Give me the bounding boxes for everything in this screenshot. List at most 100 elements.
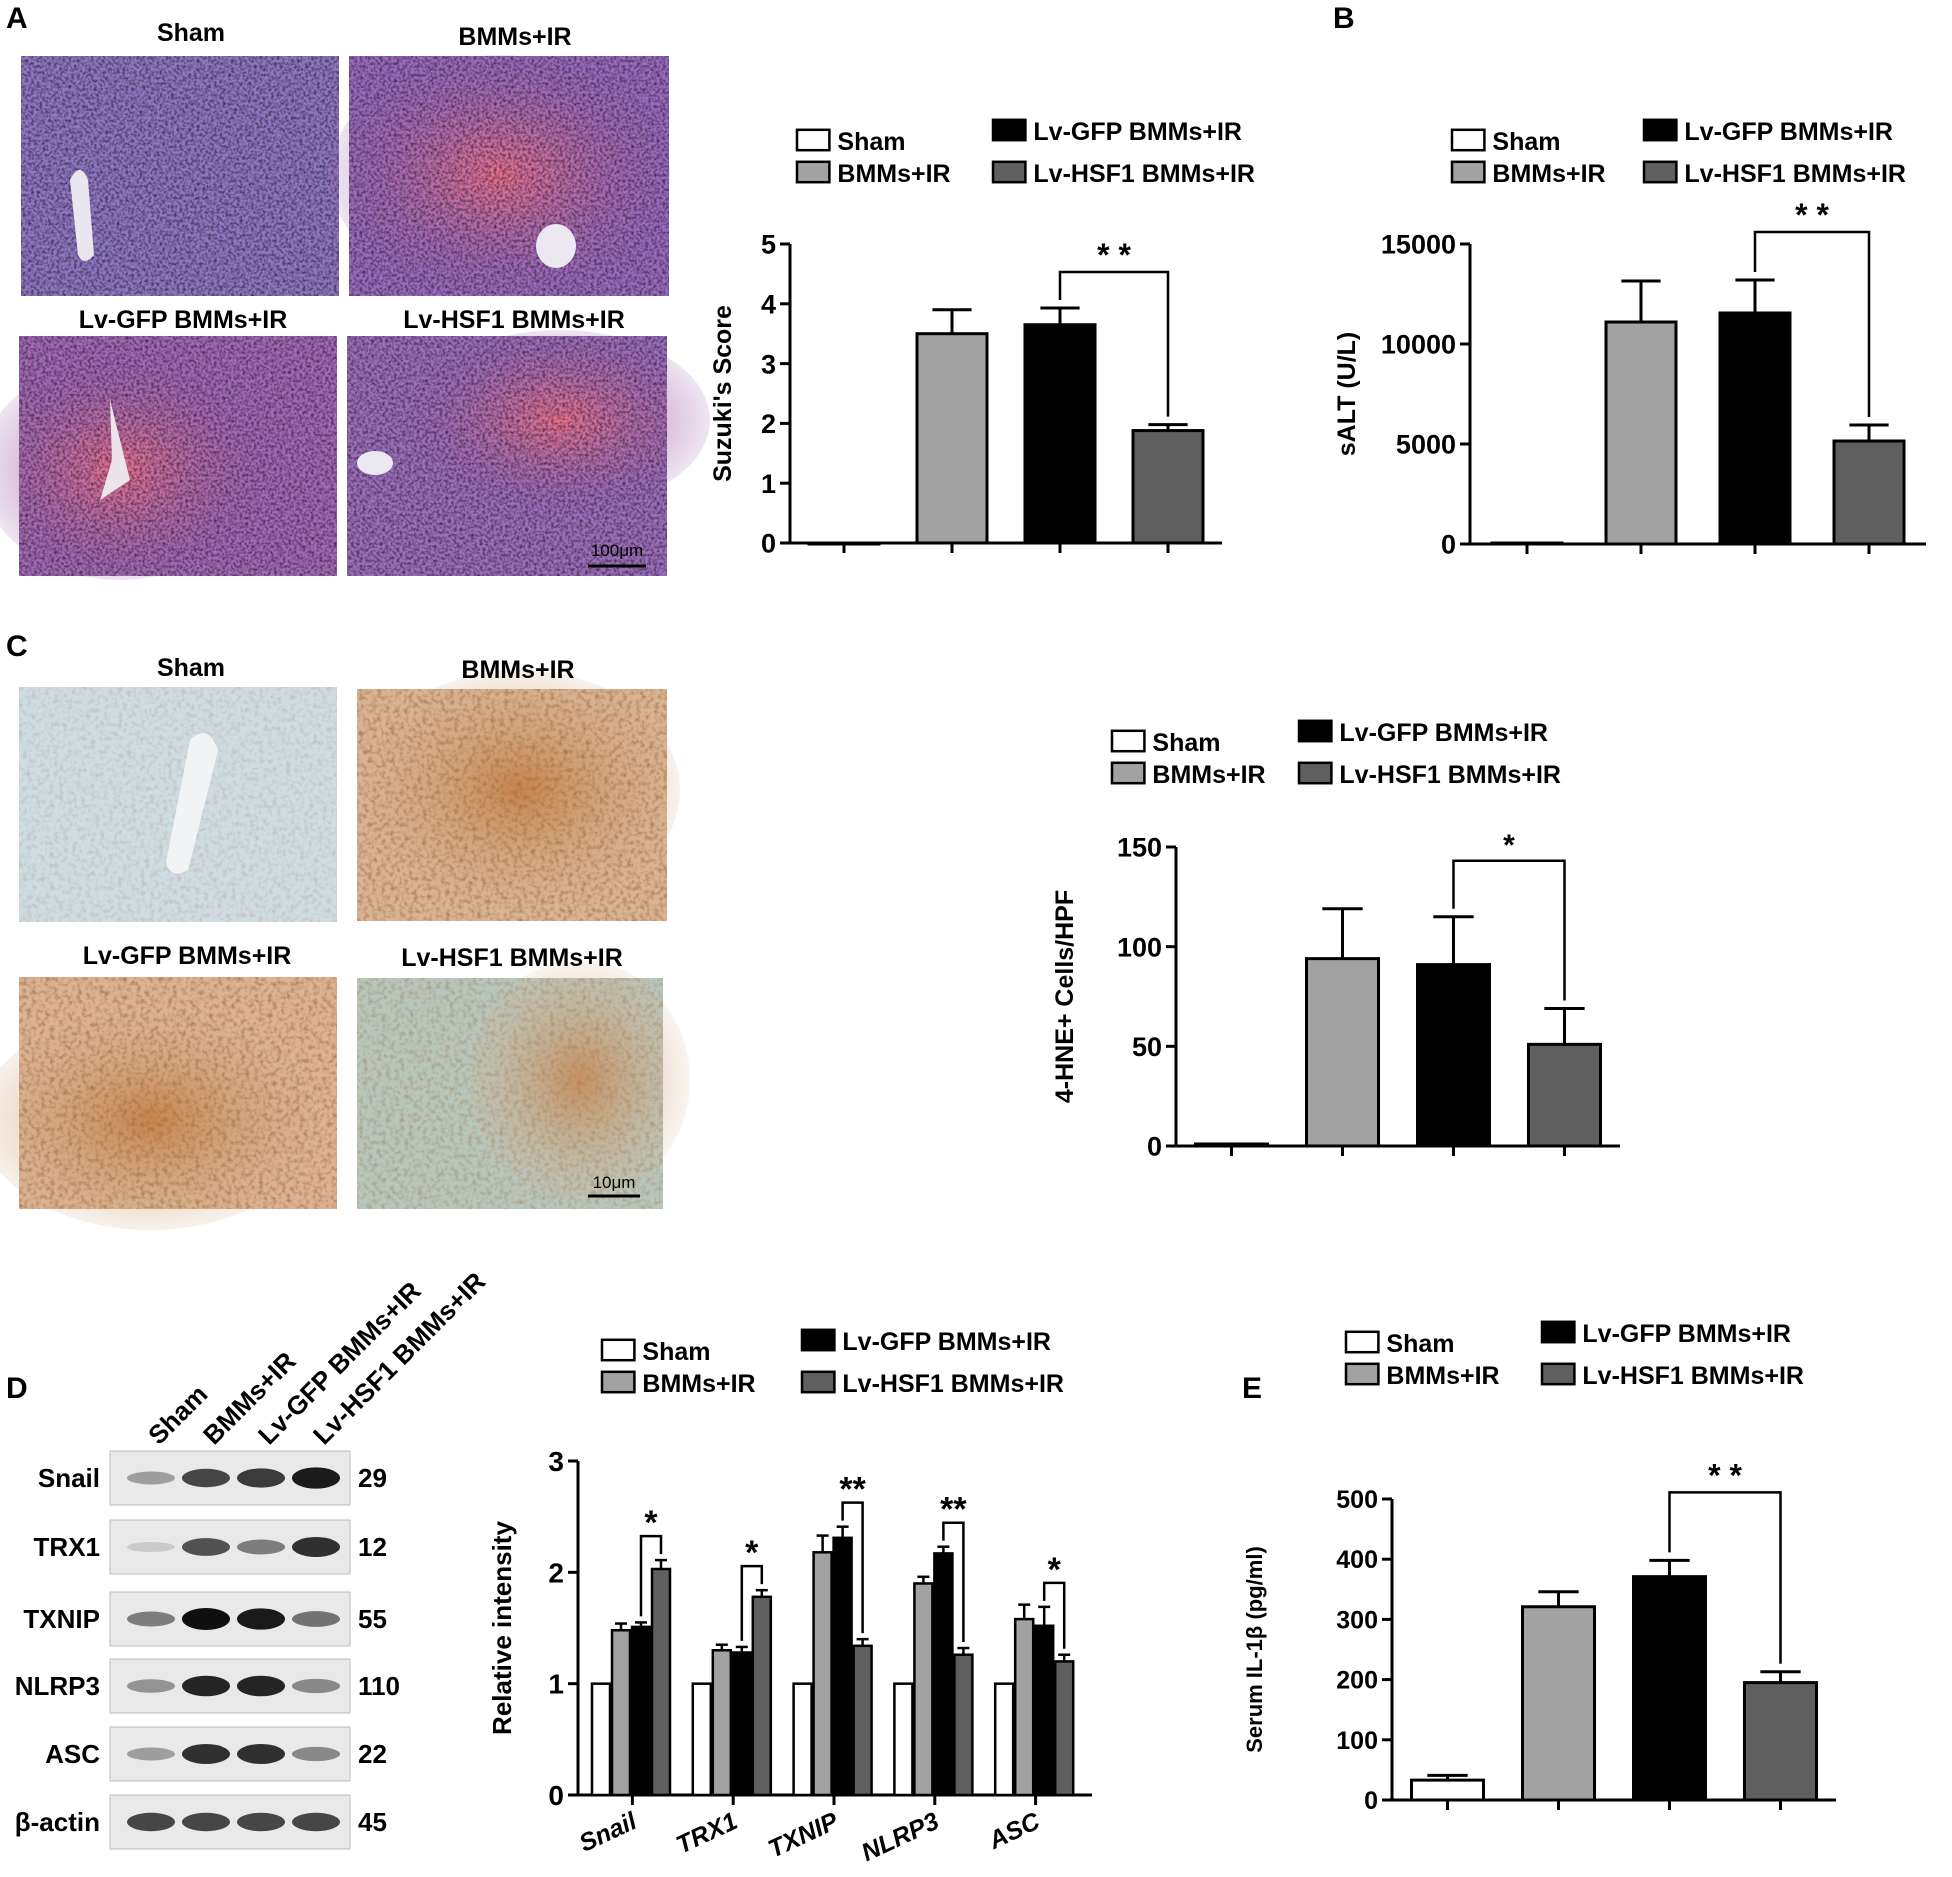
significance-label: * [1048,1551,1062,1589]
chart-serum-il1b: 0 100 200 300 400 500 Serum IL-1β (pg/ml) * * Sh… [1242,1320,1836,1815]
bar-lv-hsf1-bmms-ir [1131,429,1205,545]
bar-txnip-bmms-ir [812,1551,833,1797]
y-tick-label: 2 [548,1557,564,1588]
scale-bar-a-label: 100μm [591,541,643,560]
chart-4hne-cells: 0 50 100 150 4-HNE+ Cells/HPF * Sham BMMs+IR Lv-… [1051,719,1620,1162]
y-tick-label: 0 [1364,1787,1378,1815]
chart-salt: 0 5000 10000 15000 sALT (U/L) * * Sham BMMs+IR L… [1333,118,1926,560]
band-txnip-lane-1 [127,1611,175,1627]
y-tick-label: 150 [1117,833,1162,863]
bar-nlrp3-sham [893,1682,914,1797]
y-tick-label: 200 [1336,1667,1378,1695]
protein-label-trx1: TRX1 [34,1532,100,1562]
y-axis-label: sALT (U/L) [1333,332,1361,457]
y-tick-label: 5 [761,230,776,260]
band-snail-lane-1 [127,1471,175,1485]
band-snail-lane-3 [237,1468,285,1488]
band-txnip-lane-4 [292,1611,340,1627]
y-tick-label: 3 [548,1446,564,1477]
panel-c-images: 10μm Sham BMMs+IR Lv-GFP BMMs+IR Lv-HSF1… [0,654,690,1230]
band-snail-lane-4 [292,1467,340,1489]
bar-snail-bmms-ir [610,1628,632,1797]
panel-letter-b: B [1333,2,1355,35]
bar-txnip-lv-hsf1-bmms-ir [852,1644,873,1797]
micrograph-a-hsf1-texture [347,336,667,576]
micrograph-c-gfp-texture [19,977,337,1209]
significance-label: ** [940,1491,967,1529]
bar-asc-lv-gfp-bmms-ir [1033,1624,1055,1797]
band-txnip-lane-2 [182,1608,230,1630]
micrograph-c-hsf1-texture [357,978,663,1209]
band-asc-lane-1 [127,1747,175,1761]
y-tick-label: 1 [761,469,776,499]
legend-swatch-lv-hsf1-bmms-ir [1642,160,1678,184]
legend-label-lv-gfp-bmms-ir: Lv-GFP BMMs+IR [842,1328,1051,1356]
protein-label-snail: Snail [38,1463,100,1493]
x-tick-label: ASC [984,1807,1045,1856]
legend-label-lv-hsf1-bmms-ir: Lv-HSF1 BMMs+IR [1582,1362,1804,1390]
lane-label-sham: Sham [142,1379,213,1450]
significance-bracket [1753,230,1871,417]
kda-label-asc: 22 [358,1739,387,1769]
significance-label: * * [1795,197,1829,233]
legend-swatch-bmms-ir [1344,1362,1380,1386]
band-trx1-lane-1 [127,1541,175,1553]
legend-label-sham: Sham [1386,1330,1454,1358]
kda-label-actin: 45 [358,1807,387,1837]
legend-swatch-sham [1450,128,1486,152]
legend-label-lv-hsf1-bmms-ir: Lv-HSF1 BMMs+IR [842,1370,1064,1398]
significance-label: ** [839,1471,866,1509]
kda-label-snail: 29 [358,1463,387,1493]
y-tick-label: 0 [1441,530,1456,560]
image-title-a-sham: Sham [157,19,225,47]
legend-label-bmms-ir: BMMs+IR [1492,160,1605,188]
image-title-a-hsf1: Lv-HSF1 BMMs+IR [403,306,625,334]
band-nlrp3-lane-1 [127,1679,175,1693]
micrograph-a-gfp-texture [19,336,337,576]
significance-label: * * [1708,1457,1742,1493]
bar-snail-sham [590,1682,612,1797]
bar-nlrp3-lv-gfp-bmms-ir [933,1552,954,1797]
vessel-a-hsf1 [357,451,393,475]
bar-snail-lv-hsf1-bmms-ir [650,1567,672,1797]
x-tick-label: TRX1 [672,1807,742,1859]
legend-label-sham: Sham [1152,729,1220,757]
bar-bmms-ir [1305,957,1380,1148]
y-tick-label: 2 [761,409,776,439]
vessel-a-bmms [536,224,576,268]
band-trx1-lane-3 [237,1539,285,1555]
vessel-c-sham [166,732,218,874]
significance-bracket [942,1521,965,1643]
bar-trx1-bmms-ir [711,1649,733,1797]
y-tick-label: 100 [1117,932,1162,962]
legend-swatch-bmms-ir [1110,761,1146,785]
legend-swatch-sham [795,128,831,152]
panel-letter-c: C [6,630,28,663]
bar-txnip-lv-gfp-bmms-ir [832,1536,853,1797]
legend-label-lv-hsf1-bmms-ir: Lv-HSF1 BMMs+IR [1684,160,1906,188]
y-tick-label: 5000 [1396,430,1456,460]
y-tick-label: 10000 [1381,330,1456,360]
legend-swatch-lv-gfp-bmms-ir [800,1328,836,1352]
legend-swatch-bmms-ir [1450,160,1486,184]
panel-a-images: 100μm Sham BMMs+IR Lv-GFP BMMs+IR Lv-HSF… [0,19,710,580]
legend-swatch-sham [1344,1330,1380,1354]
significance-bracket [1452,859,1566,1001]
protein-label-actin: β-actin [15,1807,100,1837]
y-axis-label: 4-HNE+ Cells/HPF [1051,890,1079,1103]
bar-sham [1194,1142,1269,1148]
y-axis-label: Relative intensity [487,1521,517,1735]
legend-label-lv-gfp-bmms-ir: Lv-GFP BMMs+IR [1684,118,1893,146]
band-snail-lane-2 [182,1468,230,1488]
y-tick-label: 50 [1132,1032,1162,1062]
band-actin-lane-3 [237,1812,285,1832]
y-tick-label: 500 [1336,1486,1378,1514]
band-asc-lane-3 [237,1744,285,1764]
image-title-c-bmms: BMMs+IR [461,656,574,684]
legend-swatch-lv-gfp-bmms-ir [991,118,1027,142]
legend-swatch-lv-hsf1-bmms-ir [1540,1362,1576,1386]
significance-label: * [644,1504,658,1542]
bar-trx1-sham [691,1682,713,1797]
legend-swatch-lv-hsf1-bmms-ir [991,160,1027,184]
